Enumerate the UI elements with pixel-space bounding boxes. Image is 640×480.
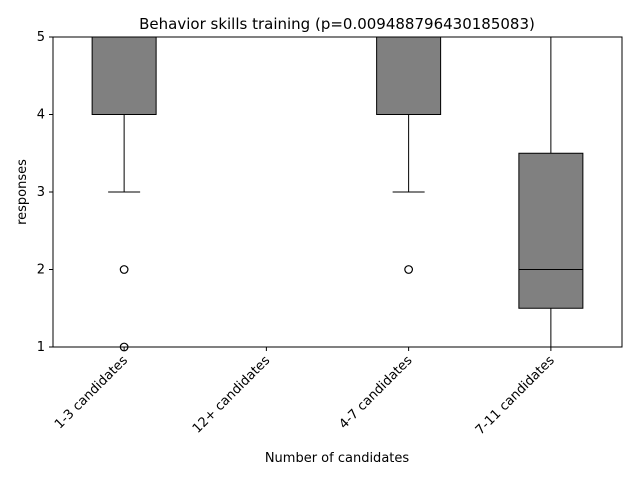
chart-title: Behavior skills training (p=0.0094887964… xyxy=(139,15,535,33)
x-axis-label: Number of candidates xyxy=(265,451,410,466)
outlier-point xyxy=(404,265,414,274)
y-axis: 1 2 3 4 5 xyxy=(37,30,53,355)
x-tick-label: 12+ candidates xyxy=(190,353,274,437)
plot-area xyxy=(91,36,584,352)
box xyxy=(376,36,442,115)
box-group xyxy=(91,36,157,352)
x-tick-label: 1-3 candidates xyxy=(52,353,131,432)
x-tick-label: 4-7 candidates xyxy=(336,353,415,432)
y-tick-label: 4 xyxy=(37,108,45,123)
y-axis-label: responses xyxy=(15,159,30,225)
y-tick-label: 2 xyxy=(37,263,45,278)
box-group xyxy=(518,36,584,348)
x-tick-label: 7-11 candidates xyxy=(473,353,558,438)
y-tick-label: 5 xyxy=(37,30,45,45)
x-axis: 1-3 candidates 12+ candidates 4-7 candidat… xyxy=(52,347,558,438)
box-group xyxy=(376,36,442,274)
y-tick-label: 3 xyxy=(37,185,45,200)
box xyxy=(91,36,157,115)
y-tick-label: 1 xyxy=(37,340,45,355)
box xyxy=(518,152,584,309)
outlier-point xyxy=(119,265,129,274)
